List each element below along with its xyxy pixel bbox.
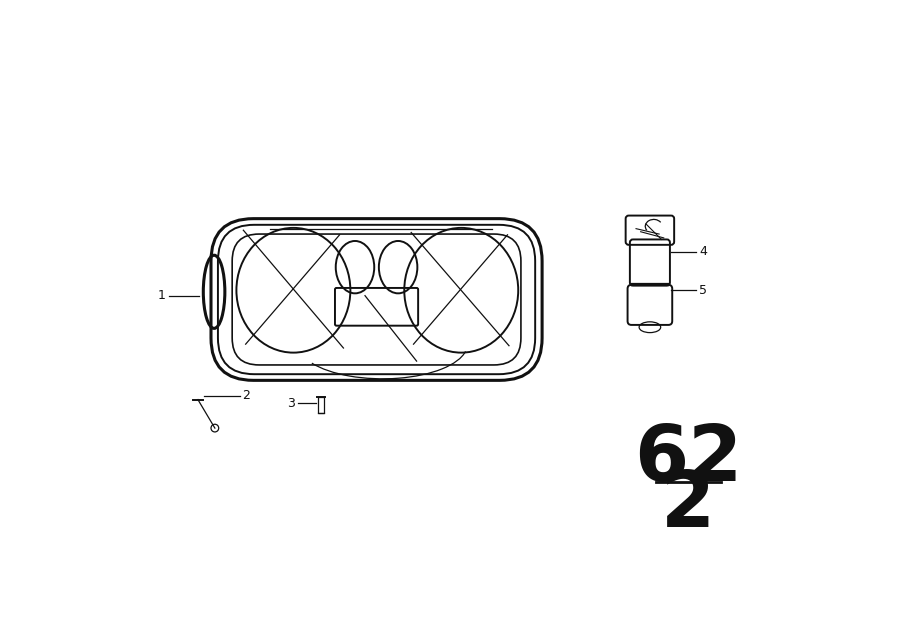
Text: 5: 5 [699, 284, 707, 297]
Text: 62: 62 [634, 421, 742, 497]
Bar [318, 396, 324, 413]
Text: 4: 4 [699, 245, 707, 258]
Text: 1: 1 [158, 289, 166, 302]
Text: 2: 2 [243, 389, 250, 402]
Text: 3: 3 [287, 397, 295, 410]
Text: 2: 2 [662, 467, 716, 543]
